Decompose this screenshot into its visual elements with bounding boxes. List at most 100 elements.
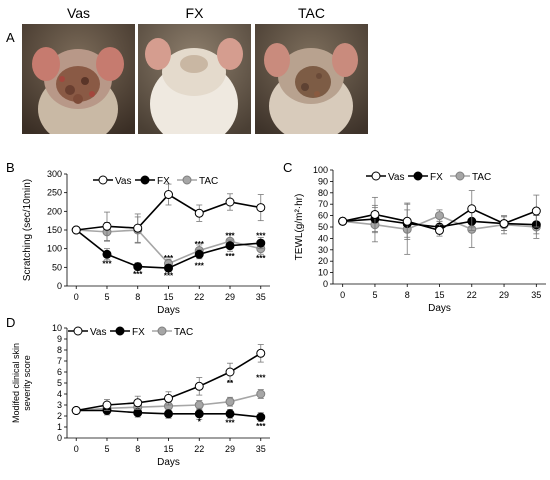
significance-marker: ***	[225, 419, 235, 428]
legend-marker-vas	[98, 175, 108, 185]
photo-label-tac: TAC	[298, 5, 325, 21]
legend-label-tac: TAC	[472, 172, 491, 183]
x-tick-label: 35	[256, 292, 266, 302]
y-tick-label: 100	[47, 244, 62, 254]
legend-label-fx: FX	[430, 172, 443, 183]
data-point-fx	[133, 262, 143, 272]
data-point-vas	[402, 216, 412, 226]
y-tick-label: 30	[318, 245, 328, 255]
x-tick-label: 8	[135, 292, 140, 302]
y-axis-label-line: Modifed clinical skin	[11, 343, 21, 423]
data-point-fx	[256, 238, 266, 248]
y-tick-label: 3	[57, 400, 62, 410]
y-tick-label: 10	[52, 323, 62, 333]
legend-label-fx: FX	[132, 327, 145, 338]
y-tick-label: 2	[57, 411, 62, 421]
data-point-vas	[499, 219, 509, 229]
x-tick-label: 15	[434, 290, 444, 300]
y-axis-label-line: severity score	[22, 355, 32, 411]
y-tick-label: 7	[57, 356, 62, 366]
significance-marker: ***	[225, 252, 235, 261]
data-point-vas	[256, 203, 266, 213]
x-axis-label: Days	[157, 305, 180, 316]
data-point-vas	[102, 400, 112, 410]
data-point-tac	[225, 397, 235, 407]
x-tick-label: 29	[499, 290, 509, 300]
data-point-vas	[435, 225, 444, 235]
legend-label-fx: FX	[157, 176, 170, 187]
data-point-fx	[225, 241, 235, 251]
y-tick-label: 250	[47, 188, 62, 198]
legend-marker-vas	[73, 326, 83, 336]
y-tick-label: 40	[318, 233, 328, 243]
data-point-vas	[194, 208, 204, 218]
y-axis-label: TEWL(g/m²·hr)	[294, 194, 305, 261]
data-point-vas	[225, 197, 235, 207]
x-tick-label: 5	[104, 444, 109, 454]
legend-label-tac: TAC	[199, 176, 218, 187]
y-tick-label: 90	[318, 176, 328, 186]
panel-d-letter: D	[6, 315, 16, 330]
y-tick-label: 80	[318, 188, 328, 198]
x-tick-label: 15	[163, 444, 173, 454]
x-tick-label: 29	[225, 444, 235, 454]
legend-marker-tac	[157, 326, 167, 336]
y-tick-label: 8	[57, 345, 62, 355]
x-tick-label: 15	[163, 292, 173, 302]
y-tick-label: 5	[57, 378, 62, 388]
mouse-photo-vas	[22, 24, 135, 134]
y-tick-label: 150	[47, 225, 62, 235]
data-point-tac	[435, 211, 444, 221]
legend-marker-fx	[115, 326, 125, 336]
y-tick-label: 6	[57, 367, 62, 377]
data-point-vas	[164, 190, 173, 200]
significance-marker: ***	[164, 272, 174, 281]
data-point-fx	[102, 249, 112, 259]
significance-marker: ***	[164, 254, 174, 263]
data-point-vas	[194, 381, 204, 391]
y-tick-label: 1	[57, 422, 62, 432]
x-tick-label: 35	[256, 444, 266, 454]
significance-marker: ***	[195, 261, 205, 270]
legend-label-vas: Vas	[90, 327, 107, 338]
panel-b-letter: B	[6, 160, 15, 175]
legend-marker-fx	[140, 175, 150, 185]
x-axis-label: Days	[157, 457, 180, 468]
x-tick-label: 0	[340, 290, 345, 300]
legend-label-tac: TAC	[174, 327, 193, 338]
data-point-vas	[256, 348, 266, 358]
data-point-fx	[256, 412, 266, 422]
x-tick-label: 8	[405, 290, 410, 300]
x-tick-label: 22	[467, 290, 477, 300]
data-point-vas	[467, 204, 477, 214]
y-axis-label: Modifed clinical skinseverity score	[11, 343, 32, 423]
panel-a-letter: A	[6, 30, 15, 45]
data-point-vas	[338, 216, 348, 226]
legend-marker-tac	[455, 171, 465, 181]
data-point-fx	[133, 408, 143, 418]
data-point-vas	[71, 406, 81, 415]
data-point-vas	[370, 209, 380, 219]
legend-marker-tac	[182, 175, 192, 185]
x-tick-label: 5	[372, 290, 377, 300]
y-tick-label: 0	[57, 433, 62, 443]
data-point-fx	[164, 409, 173, 419]
y-tick-label: 60	[318, 211, 328, 221]
data-point-fx	[164, 263, 173, 273]
legend-marker-fx	[413, 171, 423, 181]
data-point-vas	[531, 206, 541, 216]
mouse-photo-tac	[255, 24, 368, 134]
y-tick-label: 50	[52, 262, 62, 272]
y-tick-label: 100	[313, 165, 328, 175]
x-tick-label: 35	[531, 290, 541, 300]
data-point-vas	[71, 225, 81, 235]
y-tick-label: 10	[318, 268, 328, 278]
data-point-vas	[133, 398, 143, 408]
significance-marker: ***	[256, 254, 266, 263]
y-tick-label: 50	[318, 222, 328, 232]
data-point-vas	[133, 223, 143, 233]
data-point-vas	[102, 221, 112, 231]
y-tick-label: 70	[318, 199, 328, 209]
x-tick-label: 0	[74, 292, 79, 302]
